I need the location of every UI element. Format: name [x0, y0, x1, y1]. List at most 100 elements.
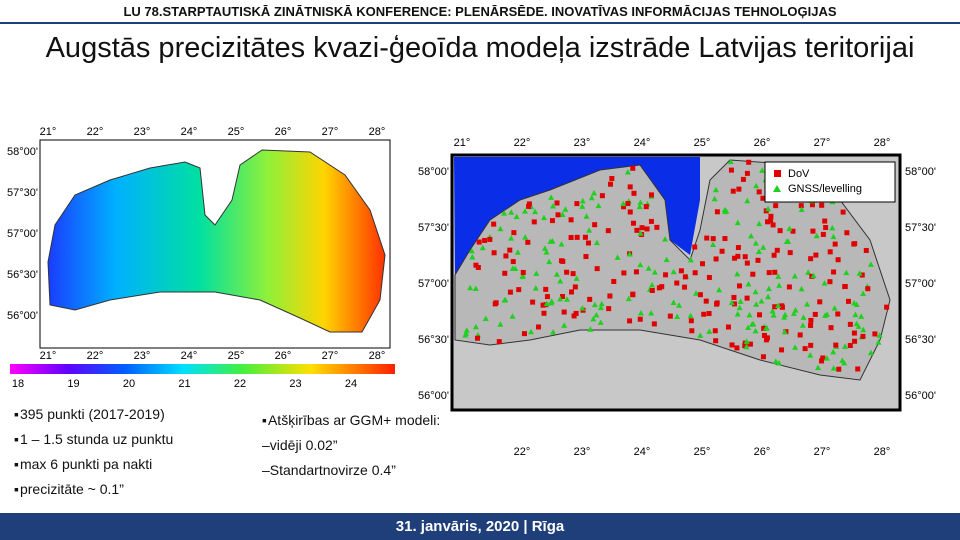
dov-point [819, 202, 825, 208]
dov-point [643, 204, 649, 210]
dov-point [872, 331, 878, 337]
dov-point [810, 228, 816, 234]
legend-label: GNSS/levelling [788, 183, 862, 195]
slide-title: Augstās precizitātes kvazi-ģeoīda modeļa… [45, 32, 915, 64]
dov-point [755, 257, 761, 263]
dov-point [621, 204, 627, 210]
gnss-point [590, 315, 597, 322]
gnss-point [765, 285, 772, 292]
gnss-point [598, 300, 605, 307]
gnss-point [559, 211, 566, 217]
map-label: 22° [87, 126, 104, 138]
dov-point [692, 270, 698, 276]
gnss-point [497, 225, 504, 232]
map-label: 24° [181, 126, 198, 138]
dov-point [730, 188, 736, 194]
bullet: 395 punkti (2017-2019) [14, 402, 173, 427]
gnss-point [792, 344, 799, 350]
gnss-point [710, 241, 717, 248]
map-label: 28° [369, 126, 386, 138]
gnss-point [548, 194, 555, 200]
dov-point [851, 241, 857, 247]
gnss-point [550, 203, 557, 209]
dov-point [674, 280, 680, 286]
gnss-point [522, 208, 529, 214]
dov-point [731, 294, 737, 300]
gnss-point [805, 269, 812, 275]
dov-point [819, 358, 825, 364]
gnss-point [753, 301, 760, 307]
gnss-point [775, 359, 782, 366]
dov-point [774, 247, 780, 253]
gnss-point [547, 238, 554, 244]
gnss-point [736, 304, 743, 311]
gnss-point [543, 300, 550, 307]
dov-point [761, 325, 767, 331]
map-label: 23° [134, 126, 151, 138]
map-label: 21° [454, 137, 471, 149]
map-label: 22° [87, 350, 104, 362]
gnss-point [858, 313, 865, 319]
gnss-point [790, 310, 797, 316]
gnss-point [758, 298, 765, 304]
gnss-point [829, 224, 836, 231]
map-label: 21° [40, 126, 57, 138]
gnss-point [462, 332, 469, 338]
geoid-map [47, 149, 386, 333]
dov-point [531, 219, 537, 225]
dov-point [701, 311, 707, 317]
dov-point [719, 248, 725, 254]
map-label: 25° [694, 137, 711, 149]
dov-point [860, 333, 866, 339]
dov-point [840, 209, 846, 215]
dov-point [607, 181, 613, 187]
dov-point [492, 301, 498, 307]
dov-point [688, 318, 694, 324]
gnss-point [546, 258, 553, 265]
dov-point [571, 313, 577, 319]
dov-point [585, 240, 591, 246]
dov-point [634, 227, 640, 233]
gnss-point [645, 265, 652, 271]
dov-point [507, 289, 513, 295]
dov-point [728, 167, 734, 173]
map-label: 57°30' [905, 222, 936, 234]
gnss-point [752, 288, 759, 295]
map-label: 23° [574, 137, 591, 149]
gnss-point [853, 301, 860, 307]
footer: 31. janvāris, 2020 | Rīga [0, 513, 960, 540]
dov-point [706, 274, 712, 280]
map-label: 19 [67, 378, 79, 390]
dov-point [835, 311, 841, 317]
dov-point [476, 239, 482, 245]
gnss-point [810, 272, 817, 279]
gnss-point [830, 365, 837, 371]
gnss-point [728, 299, 735, 305]
dov-point [836, 366, 842, 372]
gnss-point [706, 328, 713, 334]
map-label: 58°00' [905, 166, 936, 178]
gnss-point [734, 270, 741, 277]
gnss-point [625, 295, 632, 302]
gnss-point [532, 208, 539, 215]
dov-point [699, 261, 705, 267]
gnss-point [472, 285, 479, 292]
gnss-point [557, 295, 564, 302]
gnss-point [856, 270, 863, 276]
gnss-point [586, 227, 593, 233]
gnss-point [765, 293, 772, 300]
dov-point [473, 262, 479, 268]
dov-point [502, 270, 508, 276]
dov-point [651, 321, 657, 327]
gnss-point [753, 182, 760, 189]
dov-point [630, 292, 636, 298]
dov-point [511, 230, 517, 236]
gnss-point [821, 280, 828, 286]
dov-point [627, 209, 633, 215]
map-label: 26° [275, 126, 292, 138]
dov-point [503, 253, 509, 259]
dov-point [802, 346, 808, 352]
gnss-point [697, 332, 704, 338]
maps: DoV GNSS/levelling 21° 22° 23° 24° 25° 26° 27°… [7, 126, 936, 458]
dov-point [779, 303, 785, 309]
